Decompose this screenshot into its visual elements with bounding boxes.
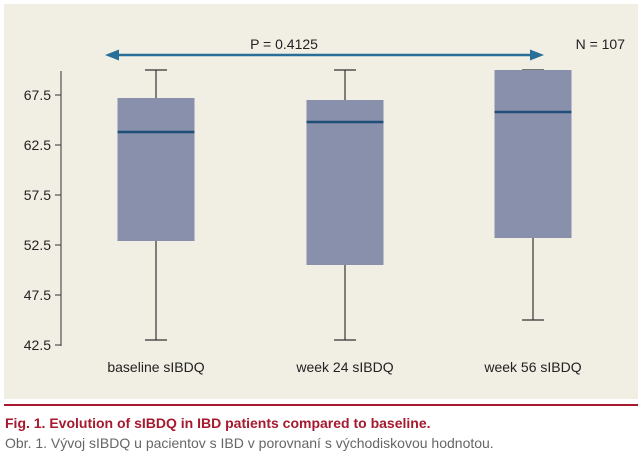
box-plot-3 xyxy=(494,69,572,321)
caption-rule xyxy=(4,404,638,406)
x-axis-label: week 24 sIBDQ xyxy=(295,359,393,375)
y-tick-label: 67.5 xyxy=(24,87,51,103)
arrow-head-left xyxy=(105,49,119,61)
y-tick-label: 47.5 xyxy=(24,287,51,303)
x-axis-labels: baseline sIBDQ week 24 sIBDQ week 56 sIBDQ xyxy=(107,359,581,375)
iqr-box xyxy=(306,100,384,265)
caption-subtitle: Obr. 1. Vývoj sIBDQ u pacientov s IBD v … xyxy=(5,435,494,451)
y-axis-ticks: 42.5 47.5 52.5 57.5 62.5 67.5 xyxy=(24,87,61,353)
x-axis-label: week 56 sIBDQ xyxy=(483,359,581,375)
box-plot-1 xyxy=(117,69,195,341)
y-tick-label: 52.5 xyxy=(24,237,51,253)
arrow-head-right xyxy=(530,49,544,61)
p-value-label: P = 0.4125 xyxy=(250,36,318,52)
plot-panel: 42.5 47.5 52.5 57.5 62.5 67.5 baseline sIBDQ w… xyxy=(4,4,638,399)
significance-arrow xyxy=(105,49,544,61)
box-plot-2 xyxy=(306,69,384,341)
n-label: N = 107 xyxy=(576,36,626,52)
x-axis-label: baseline sIBDQ xyxy=(107,359,204,375)
y-tick-label: 57.5 xyxy=(24,187,51,203)
iqr-box xyxy=(117,98,195,241)
y-tick-label: 62.5 xyxy=(24,137,51,153)
box-plots xyxy=(117,69,572,341)
y-tick-label: 42.5 xyxy=(24,337,51,353)
caption-title: Fig. 1. Evolution of sIBDQ in IBD patien… xyxy=(5,415,431,431)
iqr-box xyxy=(494,70,572,238)
